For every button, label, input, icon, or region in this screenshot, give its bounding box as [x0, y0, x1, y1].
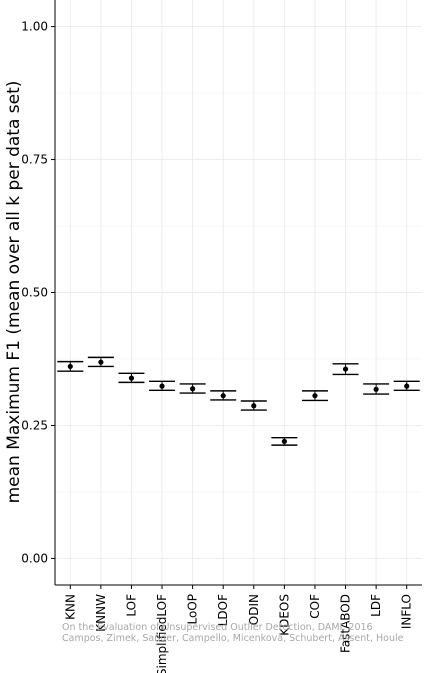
x-tick-label-loop: LoOP	[186, 594, 200, 625]
y-tick-label: 0.50	[21, 286, 48, 300]
point-lof	[128, 375, 135, 381]
x-tick-label-fastabod: FastABOD	[339, 594, 353, 653]
x-tick-label-lof: LOF	[124, 594, 138, 617]
x-tick-label-cof: COF	[308, 594, 322, 619]
error-bars	[57, 356, 420, 446]
point-knn	[67, 363, 73, 370]
point-ldof	[220, 393, 226, 399]
axes	[51, 0, 422, 589]
point-kdeos	[281, 438, 287, 445]
watermark-line-1: On the Evaluation of Unsupervised Outlie…	[62, 622, 373, 633]
x-tick-label-odin: ODIN	[247, 594, 261, 625]
data-points	[67, 359, 410, 445]
point-ldf	[373, 386, 379, 392]
point-loop	[190, 386, 196, 392]
x-tick-label-simplifiedlof: SimplifiedLOF	[155, 594, 169, 673]
x-tick-label-knn: KNN	[63, 594, 77, 620]
y-tick-label: 1.00	[21, 20, 48, 34]
x-tick-label-inflo: INFLO	[400, 594, 414, 629]
x-tick-labels: KNN KNNW LOF SimplifiedLOF LoOP LDOF ODIN KDEOS…	[63, 594, 413, 673]
y-tick-label: 0.00	[21, 551, 48, 565]
x-tick-label-ldf: LDF	[369, 594, 383, 617]
watermark-line-2: Campos, Zimek, Sander, Campello, Micenko…	[62, 633, 404, 644]
y-tick-label: 0.25	[21, 418, 48, 432]
y-axis-title: mean Maximum F1 (mean over all k per dat…	[4, 81, 24, 504]
point-knnw	[98, 359, 104, 365]
y-tick-label: 0.75	[21, 153, 48, 167]
point-odin	[251, 403, 257, 409]
y-tick-labels: 0.00 0.25 0.50 0.75 1.00	[21, 20, 48, 566]
point-inflo	[404, 383, 410, 389]
x-tick-label-ldof: LDOF	[216, 594, 230, 626]
x-tick-label-knnw: KNNW	[94, 594, 108, 632]
point-cof	[312, 393, 318, 399]
point-simplifiedlof	[159, 383, 165, 389]
grid	[55, 0, 422, 585]
x-tick-label-kdeos: KDEOS	[277, 594, 291, 636]
point-fastabod	[342, 366, 349, 372]
